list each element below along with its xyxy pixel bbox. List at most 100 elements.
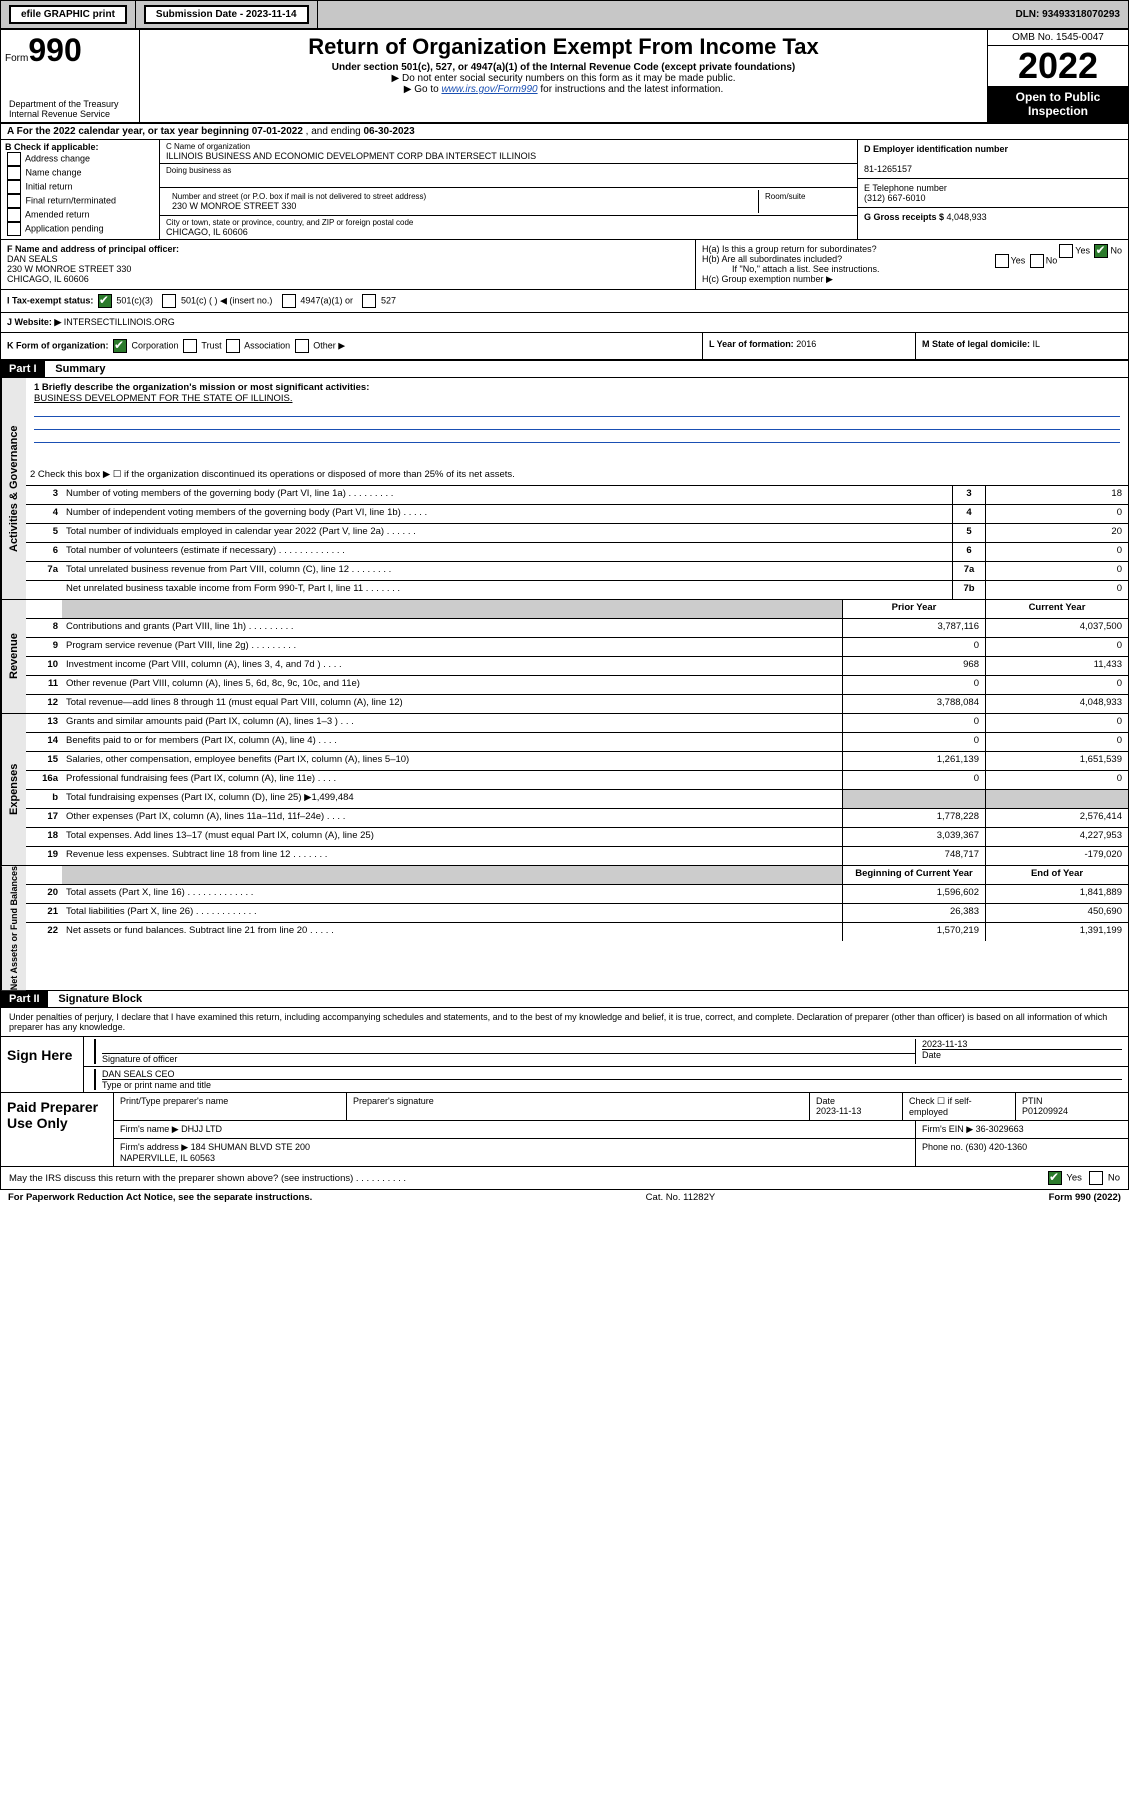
assoc-checkbox[interactable] <box>226 339 240 353</box>
top-toolbar: efile GRAPHIC print Submission Date - 20… <box>0 0 1129 29</box>
website-label: J Website: ▶ <box>7 317 64 327</box>
room-label: Room/suite <box>765 192 845 201</box>
net-sidelabel: Net Assets or Fund Balances <box>1 866 26 990</box>
website-value: INTERSECTILLINOIS.ORG <box>64 317 175 327</box>
sign-here-label: Sign Here <box>1 1037 83 1092</box>
tax-year: 2022 <box>988 46 1128 86</box>
efile-button[interactable]: efile GRAPHIC print <box>9 5 127 24</box>
ha-yes[interactable] <box>1059 244 1073 258</box>
mission-label: 1 Briefly describe the organization's mi… <box>34 382 369 393</box>
dln-label: DLN: 93493318070293 <box>1007 1 1128 28</box>
begin-year-hdr: Beginning of Current Year <box>842 866 985 884</box>
ha-no[interactable] <box>1094 244 1108 258</box>
end-year-hdr: End of Year <box>985 866 1128 884</box>
hb-note: If "No," attach a list. See instructions… <box>702 264 1122 274</box>
corp-checkbox[interactable] <box>113 339 127 353</box>
subtitle-3-post: for instructions and the latest informat… <box>538 84 724 95</box>
open-inspection-badge: Open to Public Inspection <box>988 86 1128 122</box>
ein-value: 81-1265157 <box>864 164 912 174</box>
ein-label: D Employer identification number <box>864 144 1008 154</box>
hb-label: H(b) Are all subordinates included? <box>702 254 842 264</box>
row-a-tax-year: A For the 2022 calendar year, or tax yea… <box>1 124 1128 140</box>
prep-hdr-1: Preparer's signature <box>347 1093 810 1120</box>
year-formation: 2016 <box>796 339 816 349</box>
prior-year-hdr: Prior Year <box>842 600 985 618</box>
addr-label: Number and street (or P.O. box if mail i… <box>172 192 752 201</box>
sig-date: 2023-11-13 <box>922 1039 967 1049</box>
discuss-question: May the IRS discuss this return with the… <box>9 1173 406 1184</box>
discuss-yes[interactable] <box>1048 1171 1062 1185</box>
hc-label: H(c) Group exemption number ▶ <box>702 274 1122 285</box>
line2: 2 Check this box ▶ ☐ if the organization… <box>26 467 1128 485</box>
name-change-checkbox[interactable] <box>7 166 21 180</box>
prep-ptin: PTINP01209924 <box>1016 1093 1128 1120</box>
501c3-checkbox[interactable] <box>98 294 112 308</box>
officer-typed-name: DAN SEALS CEO <box>102 1069 175 1079</box>
firm-name: DHJJ LTD <box>181 1124 222 1134</box>
form-org-label: K Form of organization: <box>7 340 109 350</box>
current-year-hdr: Current Year <box>985 600 1128 618</box>
prep-hdr-2: Date2023-11-13 <box>810 1093 903 1120</box>
subtitle-1: Under section 501(c), 527, or 4947(a)(1)… <box>144 62 983 73</box>
part2-header: Part II <box>1 991 48 1007</box>
sig-officer-label: Signature of officer <box>102 1054 177 1064</box>
amended-checkbox[interactable] <box>7 208 21 222</box>
perjury-declaration: Under penalties of perjury, I declare th… <box>1 1008 1128 1037</box>
hb-yes[interactable] <box>995 254 1009 268</box>
prep-hdr-0: Print/Type preparer's name <box>114 1093 347 1120</box>
date-label: Date <box>922 1050 941 1060</box>
officer-label: F Name and address of principal officer: <box>7 244 179 254</box>
subtitle-3-pre: ▶ Go to <box>404 84 442 95</box>
city-state-zip: CHICAGO, IL 60606 <box>166 227 851 237</box>
firm-phone: (630) 420-1360 <box>966 1142 1028 1152</box>
final-return-checkbox[interactable] <box>7 194 21 208</box>
part2-title: Signature Block <box>50 991 150 1007</box>
tel-label: E Telephone number <box>864 183 947 193</box>
527-checkbox[interactable] <box>362 294 376 308</box>
hb-no[interactable] <box>1030 254 1044 268</box>
mission-text: BUSINESS DEVELOPMENT FOR THE STATE OF IL… <box>34 393 293 404</box>
officer-addr: 230 W MONROE STREET 330 CHICAGO, IL 6060… <box>7 264 131 284</box>
addr-change-checkbox[interactable] <box>7 152 21 166</box>
revenue-sidelabel: Revenue <box>1 600 26 713</box>
other-checkbox[interactable] <box>295 339 309 353</box>
trust-checkbox[interactable] <box>183 339 197 353</box>
state-domicile: IL <box>1033 339 1041 349</box>
tel-value: (312) 667-6010 <box>864 193 926 203</box>
omb-number: OMB No. 1545-0047 <box>988 30 1128 46</box>
dba-label: Doing business as <box>166 166 851 175</box>
firm-ein: 36-3029663 <box>976 1124 1024 1134</box>
ha-label: H(a) Is this a group return for subordin… <box>702 244 877 254</box>
section-b-checkboxes: B Check if applicable: Address change Na… <box>1 140 160 239</box>
officer-name: DAN SEALS <box>7 254 58 264</box>
form-footer: Form 990 (2022) <box>1049 1192 1121 1203</box>
paperwork-notice: For Paperwork Reduction Act Notice, see … <box>8 1192 312 1203</box>
form-header: Form990 Department of the Treasury Inter… <box>1 30 1128 124</box>
org-name: ILLINOIS BUSINESS AND ECONOMIC DEVELOPME… <box>166 151 851 161</box>
expenses-sidelabel: Expenses <box>1 714 26 865</box>
subtitle-2: ▶ Do not enter social security numbers o… <box>144 73 983 84</box>
form-title: Return of Organization Exempt From Incom… <box>144 34 983 60</box>
4947-checkbox[interactable] <box>282 294 296 308</box>
app-pending-checkbox[interactable] <box>7 222 21 236</box>
gross-value: 4,048,933 <box>947 212 987 222</box>
form-number: 990 <box>28 32 81 68</box>
form-prefix: Form <box>5 53 28 64</box>
discuss-no[interactable] <box>1089 1171 1103 1185</box>
org-name-label: C Name of organization <box>166 142 851 151</box>
initial-return-checkbox[interactable] <box>7 180 21 194</box>
gross-label: G Gross receipts $ <box>864 212 947 222</box>
paid-preparer-label: Paid Preparer Use Only <box>1 1093 113 1166</box>
irs-link[interactable]: www.irs.gov/Form990 <box>441 84 537 95</box>
part1-title: Summary <box>47 361 113 377</box>
tax-exempt-label: I Tax-exempt status: <box>7 295 93 305</box>
part1-header: Part I <box>1 361 45 377</box>
governance-sidelabel: Activities & Governance <box>1 378 26 599</box>
prep-self-employed: Check ☐ if self-employed <box>903 1093 1016 1120</box>
street-address: 230 W MONROE STREET 330 <box>172 201 752 211</box>
submission-date-button[interactable]: Submission Date - 2023-11-14 <box>144 5 309 24</box>
city-label: City or town, state or province, country… <box>166 218 851 227</box>
501c-checkbox[interactable] <box>162 294 176 308</box>
cat-number: Cat. No. 11282Y <box>646 1192 716 1203</box>
dept-label: Department of the Treasury Internal Reve… <box>5 99 135 119</box>
